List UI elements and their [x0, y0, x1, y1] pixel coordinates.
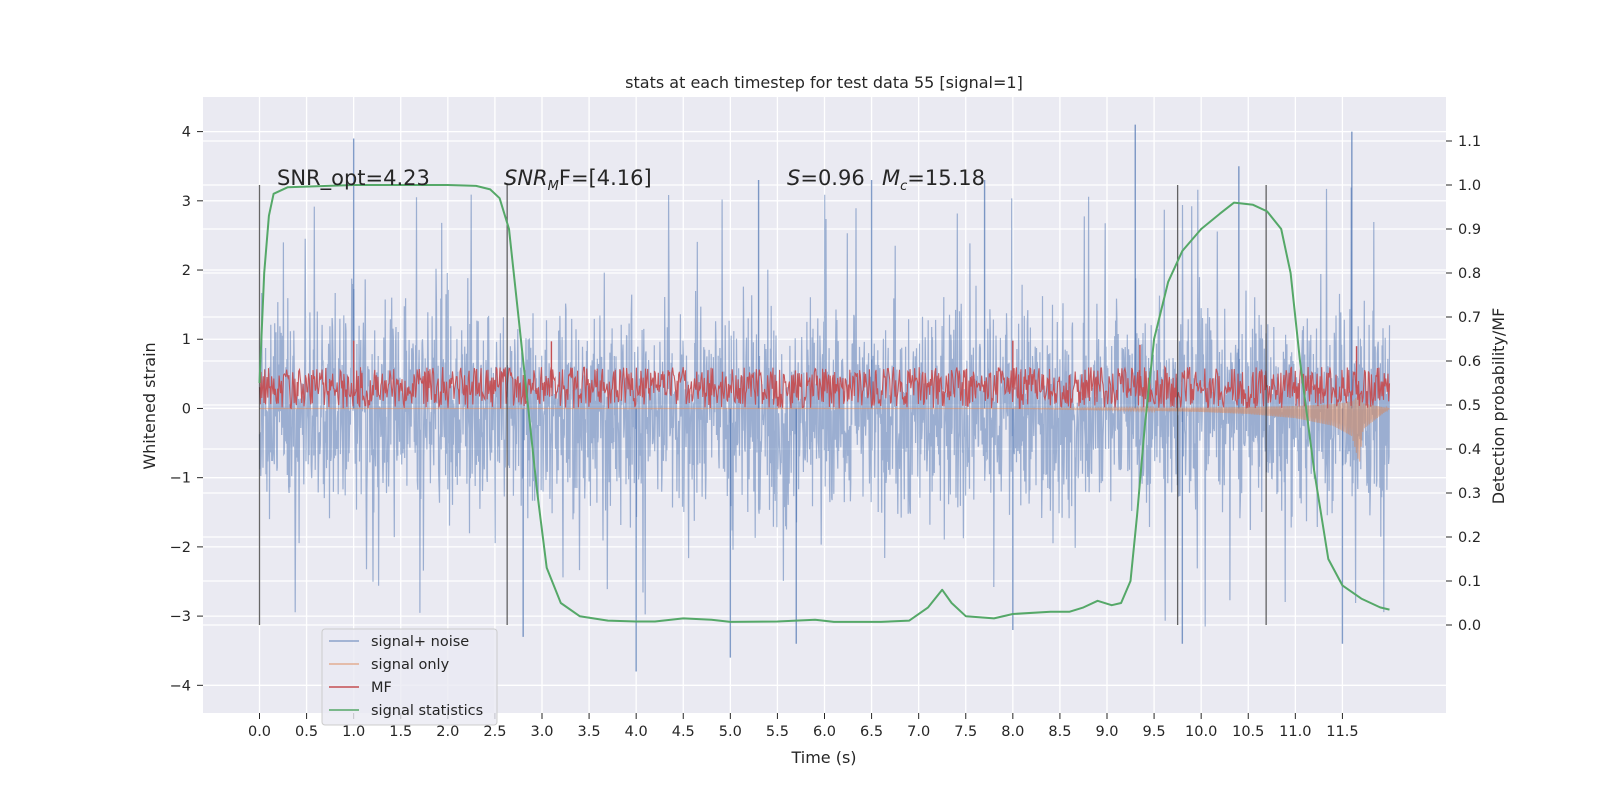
series-signal-noise-line	[258, 187, 1391, 627]
legend-label-signal-noise: signal+ noise	[371, 634, 469, 650]
axes: 0.0 0.5 1.0 1.5 2.0 2.5 3.0 3.5 4.0 4.5 5.0 5.5 6.0 6…	[170, 125, 1481, 740]
snr-mf-value: F=[4.16]	[559, 166, 652, 190]
annotation-mc: Mc=15.18	[882, 166, 985, 194]
x-tick-label: 11.0	[1279, 724, 1311, 740]
x-tick-label: 4.5	[672, 724, 695, 740]
x-tick-label: 0.5	[295, 724, 318, 740]
x-tick-label: 3.5	[578, 724, 601, 740]
x-tick-label: 5.5	[766, 724, 789, 740]
series-signal-statistics-line	[258, 184, 1390, 623]
y-right-tick-label: 0.6	[1458, 354, 1481, 370]
mc-symbol: M	[882, 166, 900, 190]
y-right-tick-label: 0.7	[1458, 310, 1481, 326]
x-tick-label: 4.0	[625, 724, 648, 740]
y-right-tick-label: 0.1	[1458, 574, 1481, 590]
x-tick-label: 9.5	[1143, 724, 1166, 740]
x-tick-label: 2.5	[483, 724, 506, 740]
snr-mf-subscript: M	[548, 179, 559, 194]
y-left-tick-label: −1	[170, 471, 191, 487]
y-left-tick-label: 0	[182, 401, 191, 417]
legend-label-mf: MF	[371, 680, 392, 696]
y-right-tick-label: 0.9	[1458, 222, 1481, 238]
s-symbol: S	[787, 166, 800, 190]
x-tick-label: 9.0	[1095, 724, 1118, 740]
y-left-tick-label: −2	[170, 540, 191, 556]
x-tick-label: 5.0	[719, 724, 742, 740]
x-tick-label: 1.5	[389, 724, 412, 740]
y-left-tick-label: −4	[170, 678, 191, 694]
y-left-tick-label: 2	[182, 263, 191, 279]
y-left-tick-label: 4	[182, 125, 191, 141]
x-tick-label: 6.5	[860, 724, 883, 740]
mc-subscript: c	[900, 179, 907, 194]
chart-title: stats at each timestep for test data 55 …	[625, 73, 1023, 92]
annotation-s: S=0.96	[787, 166, 865, 190]
vertical-markers	[258, 185, 1267, 625]
x-tick-label: 10.0	[1185, 724, 1217, 740]
series-layer	[258, 124, 1391, 672]
x-tick-label: 3.0	[530, 724, 553, 740]
y-axis-label-left: Whitened strain	[140, 342, 159, 469]
x-tick-label: 0.0	[248, 724, 271, 740]
y-right-tick-label: 0.2	[1458, 530, 1481, 546]
x-tick-label: 8.0	[1001, 724, 1024, 740]
mc-value: =15.18	[907, 166, 985, 190]
x-tick-label: 6.0	[813, 724, 836, 740]
y-right-tick-label: 0.8	[1458, 266, 1481, 282]
x-tick-label: 11.5	[1326, 724, 1358, 740]
x-axis-label: Time (s)	[790, 748, 856, 767]
y-right-tick-label: 0.0	[1458, 618, 1481, 634]
x-tick-label: 2.0	[436, 724, 459, 740]
y-right-tick-label: 1.0	[1458, 178, 1481, 194]
y-left-tick-label: 1	[182, 332, 191, 348]
series-mf-line	[258, 365, 1391, 410]
y-axis-label-right: Detection probability/MF	[1489, 308, 1508, 505]
legend-label-signal-only: signal only	[371, 657, 450, 673]
x-tick-label: 1.0	[342, 724, 365, 740]
snr-mf-symbol: SNR	[504, 166, 548, 190]
x-tick-label: 7.0	[907, 724, 930, 740]
series-signal-only-line	[259, 395, 1390, 462]
y-right-tick-label: 0.4	[1458, 442, 1481, 458]
y-right-tick-label: 0.3	[1458, 486, 1481, 502]
s-value: =0.96	[800, 166, 864, 190]
x-tick-label: 7.5	[954, 724, 977, 740]
legend: signal+ noise signal only MF signal stat…	[321, 628, 498, 726]
signal-statistics-layer	[258, 184, 1390, 623]
x-tick-label: 10.5	[1232, 724, 1264, 740]
annotation-snr-mf: SNRMF=[4.16]	[504, 166, 652, 194]
legend-label-signal-statistics: signal statistics	[371, 703, 483, 719]
annotation-snr-opt: SNR_opt=4.23	[277, 166, 430, 191]
legend-box	[321, 628, 498, 726]
y-left-tick-label: 3	[182, 194, 191, 210]
y-left-tick-label: −3	[170, 609, 191, 625]
x-tick-label: 8.5	[1048, 724, 1071, 740]
y-right-tick-label: 0.5	[1458, 398, 1481, 414]
y-right-tick-label: 1.1	[1458, 134, 1481, 150]
